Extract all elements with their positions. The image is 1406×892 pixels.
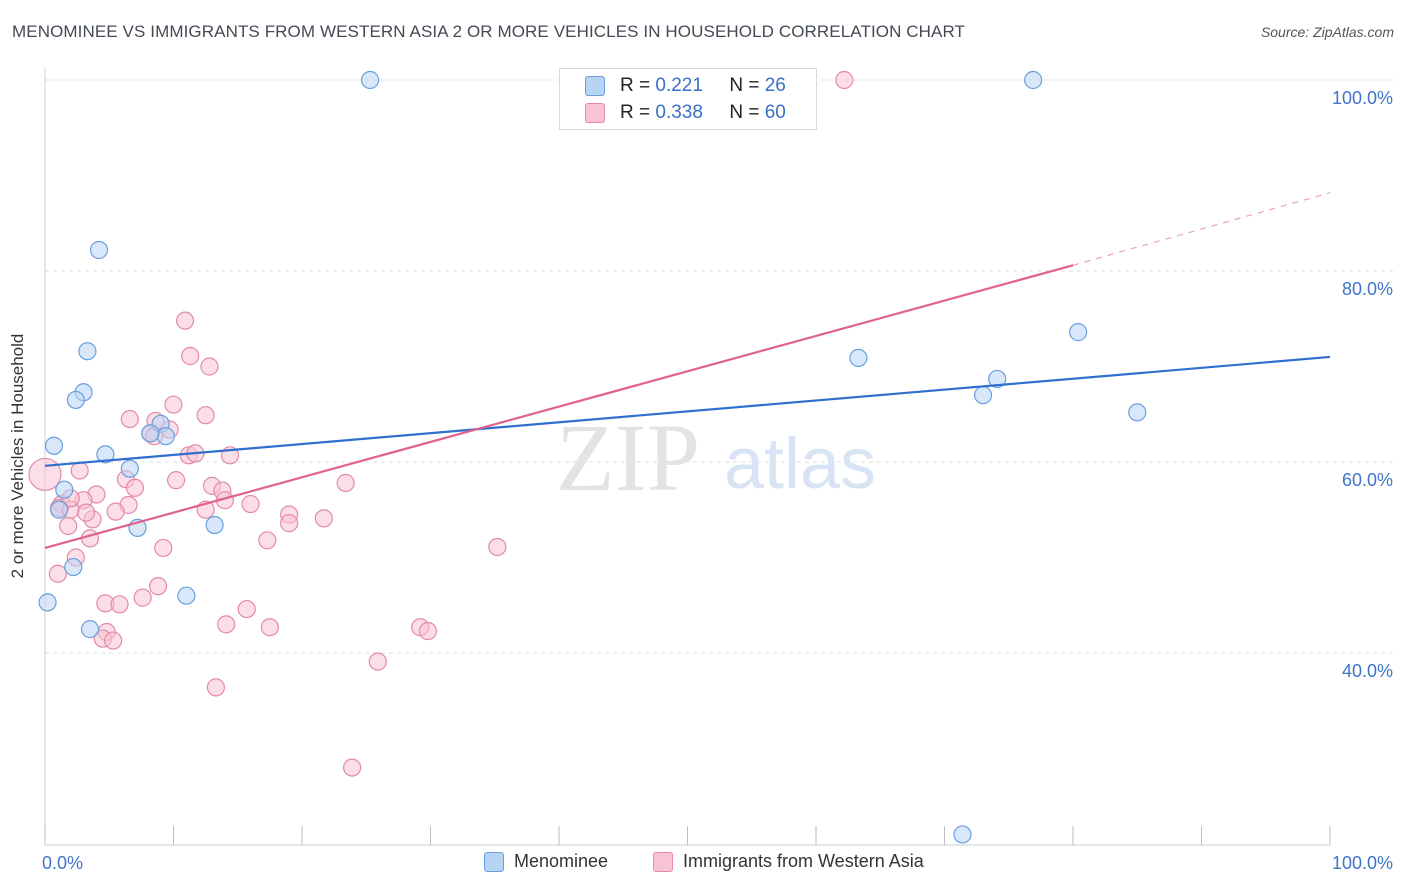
trend-lines — [44, 192, 1331, 550]
data-point-menominee — [50, 500, 69, 519]
data-point-western-asia — [488, 537, 507, 557]
data-point-menominee — [120, 459, 139, 478]
data-point-western-asia — [164, 395, 183, 414]
legend-swatch-western-asia — [653, 851, 673, 872]
data-point-western-asia — [241, 494, 260, 514]
data-point-menominee — [64, 557, 83, 577]
legend-swatch-menominee — [484, 851, 504, 872]
data-point-menominee — [96, 445, 115, 464]
watermark-atlas: atlas — [724, 424, 876, 504]
legend-row-western-asia: R = 0.338 N = 60 — [585, 100, 786, 126]
data-point-western-asia — [148, 577, 168, 596]
data-point-menominee — [1128, 403, 1147, 422]
data-point-menominee — [55, 480, 74, 499]
legend-label-menominee: Menominee — [514, 851, 609, 871]
data-point-western-asia — [106, 502, 125, 521]
data-point-menominee — [44, 436, 64, 455]
data-point-menominee — [38, 593, 57, 612]
data-point-western-asia — [217, 615, 236, 634]
data-point-western-asia — [104, 631, 123, 650]
legend-label-western-asia: Immigrants from Western Asia — [683, 851, 924, 871]
x-tick-label-max: 100.0% — [1332, 853, 1393, 873]
legend-r-value-western-asia: 0.338 — [655, 102, 703, 123]
data-point-western-asia — [343, 758, 362, 777]
data-point-western-asia — [200, 357, 219, 376]
legend-r-label: R = — [620, 75, 651, 96]
legend-n-label: N = — [729, 75, 760, 96]
watermark: ZIP atlas — [556, 404, 876, 511]
data-point-menominee — [953, 825, 972, 844]
source-attribution: Source: ZipAtlas.com — [1260, 24, 1394, 40]
data-point-western-asia — [258, 531, 277, 550]
legend-r-label: R = — [620, 102, 651, 123]
trend-line-western-asia — [44, 264, 1074, 550]
data-point-menominee — [361, 70, 380, 90]
y-tick-label: 80.0% — [1342, 279, 1393, 299]
legend-swatch-western-asia — [585, 103, 605, 123]
x-tick-label-min: 0.0% — [42, 853, 83, 873]
data-point-western-asia — [110, 595, 129, 614]
data-point-western-asia — [260, 618, 279, 637]
data-point-western-asia — [166, 471, 186, 490]
data-point-western-asia — [77, 503, 96, 522]
data-point-menominee — [988, 369, 1007, 389]
trend-line-menominee — [44, 355, 1331, 467]
legend-item-western-asia[interactable]: Immigrants from Western Asia — [653, 851, 924, 872]
data-point-western-asia — [314, 509, 333, 528]
data-point-western-asia — [336, 473, 355, 493]
data-point-western-asia — [125, 478, 145, 497]
data-point-menominee — [78, 342, 97, 361]
data-point-menominee — [1069, 323, 1088, 342]
tick-labels: 40.0% 60.0% 80.0% 100.0% 0.0% 100.0% — [42, 88, 1393, 873]
data-point-menominee — [849, 348, 868, 368]
legend-row-menominee: R = 0.221 N = 26 — [585, 73, 786, 99]
data-point-western-asia — [835, 70, 854, 90]
legend-n-value-western-asia: 60 — [764, 102, 786, 123]
data-point-menominee — [89, 240, 109, 260]
data-point-menominee — [80, 620, 100, 639]
data-point-western-asia — [59, 516, 78, 536]
y-axis-label: 2 or more Vehicles in Household — [8, 333, 27, 579]
data-point-western-asia — [80, 529, 100, 548]
data-points — [28, 70, 1147, 844]
chart-title: MENOMINEE VS IMMIGRANTS FROM WESTERN ASI… — [12, 22, 966, 41]
legend-r-value-menominee: 0.221 — [655, 75, 703, 96]
data-point-menominee — [177, 586, 196, 605]
data-point-menominee — [156, 427, 175, 446]
data-point-menominee — [1024, 70, 1043, 90]
data-point-menominee — [66, 390, 85, 410]
data-point-western-asia — [181, 346, 200, 366]
data-point-menominee — [141, 424, 160, 443]
y-tick-label: 40.0% — [1342, 661, 1393, 681]
data-point-western-asia — [28, 457, 62, 492]
legend-item-menominee[interactable]: Menominee — [484, 851, 608, 872]
data-point-western-asia — [196, 406, 215, 425]
data-point-western-asia — [206, 678, 226, 697]
axes — [44, 68, 1331, 846]
grid-lines — [45, 79, 1395, 654]
data-point-menominee — [205, 515, 224, 535]
data-point-menominee — [973, 386, 993, 405]
data-point-western-asia — [237, 599, 256, 619]
watermark-zip: ZIP — [556, 404, 700, 511]
legend-n-label: N = — [729, 102, 760, 123]
data-point-western-asia — [154, 538, 173, 558]
data-point-western-asia — [368, 652, 387, 671]
legend-swatch-menominee — [585, 76, 605, 96]
legend-n-value-menominee: 26 — [764, 75, 786, 96]
series-legend: Menominee Immigrants from Western Asia — [0, 851, 1406, 879]
stats-legend: R = 0.221 N = 26 R = 0.338 N = 60 — [559, 68, 817, 130]
data-point-western-asia — [280, 514, 299, 533]
data-point-western-asia — [175, 311, 195, 330]
data-point-western-asia — [48, 564, 67, 583]
trend-extension-western-asia — [1072, 192, 1331, 266]
data-point-western-asia — [70, 461, 89, 480]
y-tick-label: 60.0% — [1342, 470, 1393, 490]
y-tick-label: 100.0% — [1332, 88, 1393, 108]
data-point-western-asia — [120, 409, 139, 429]
data-point-western-asia — [133, 588, 152, 607]
data-point-western-asia — [418, 621, 438, 641]
